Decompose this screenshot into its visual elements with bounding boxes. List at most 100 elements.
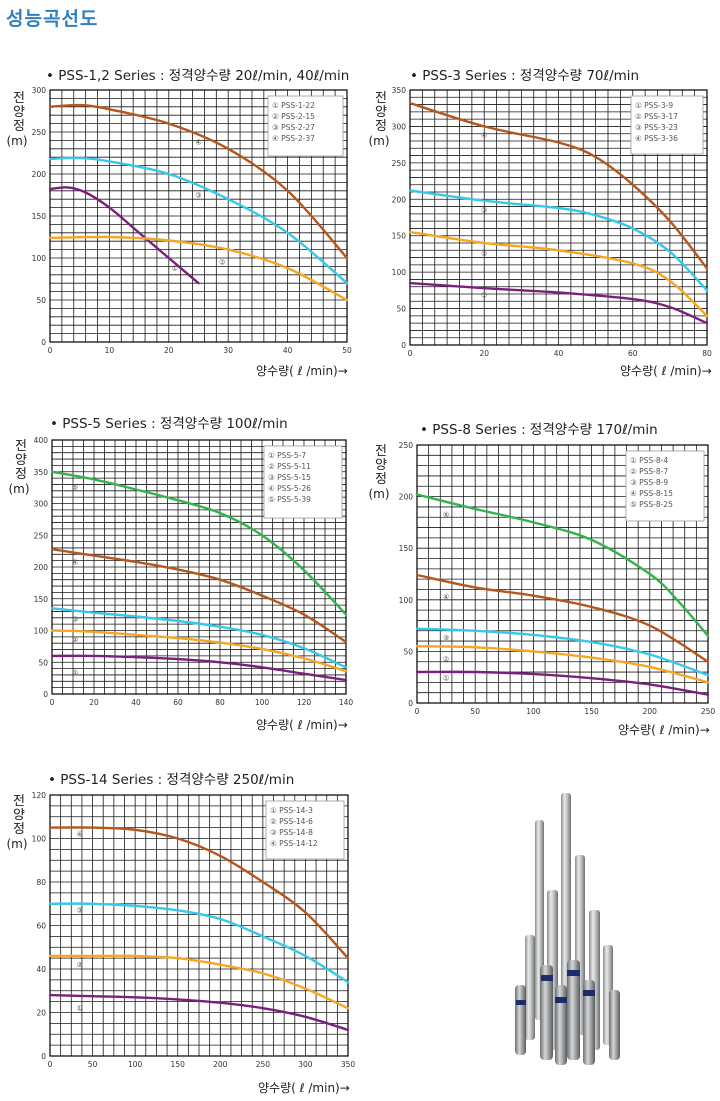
series-line (408, 281, 709, 325)
pump-photo (505, 785, 635, 1070)
legend-entry: ② PSS-2-15 (272, 112, 315, 121)
y-tick-label: 250 (34, 531, 49, 540)
x-tick-label: 100 (526, 707, 541, 716)
y-axis-unit: (m) (8, 482, 30, 496)
legend-box (265, 800, 345, 860)
chart-title: • PSS-14 Series : 정격양수량 250ℓ/min (48, 772, 295, 788)
series-label: ② (481, 250, 487, 258)
legend-entry: ⑤ PSS-5-39 (268, 495, 311, 504)
legend-entry: ④ PSS-3-36 (635, 134, 678, 143)
x-tick-label: 250 (701, 707, 716, 716)
y-axis-label-char: 전 (13, 794, 25, 809)
chart-svg: ① PSS-14-3 ② PSS-14-6 ③ PSS-14-8 ④ PSS-14-1… (32, 791, 356, 1069)
x-tick-label: 20 (164, 346, 174, 355)
y-tick-label: 100 (392, 268, 407, 277)
legend-box (267, 95, 344, 157)
series-line (50, 548, 348, 644)
y-axis-unit: (m) (368, 134, 390, 148)
x-axis-label: 양수량( ℓ /min)→ (258, 1081, 350, 1095)
legend-entry: ③ PSS-5-15 (268, 473, 311, 482)
series-line (415, 493, 710, 638)
series-line (48, 954, 350, 1010)
y-tick-label: 0 (41, 1052, 46, 1061)
series-line (50, 470, 348, 616)
x-tick-label: 0 (50, 698, 55, 707)
y-tick-label: 20 (36, 1009, 46, 1018)
y-tick-label: 250 (392, 159, 407, 168)
y-tick-label: 200 (32, 170, 47, 179)
x-tick-label: 20 (479, 349, 489, 358)
x-tick-label: 120 (297, 698, 312, 707)
series-label: ① (72, 669, 78, 677)
series-label: ⑤ (443, 511, 449, 519)
y-tick-label: 60 (36, 922, 46, 931)
x-tick-label: 300 (298, 1060, 313, 1069)
series-line (48, 993, 350, 1032)
y-tick-label: 0 (41, 338, 46, 347)
y-axis-label-char: 양 (375, 458, 387, 473)
y-tick-label: 100 (399, 596, 414, 605)
legend-entry: ① PSS-8-4 (630, 456, 668, 465)
plot-frame (409, 89, 708, 346)
series-line (408, 101, 709, 270)
pump-photo-icon (515, 793, 620, 1065)
x-tick-label: 10 (105, 346, 115, 355)
series-label: ③ (443, 634, 449, 642)
series-line (415, 670, 710, 696)
legend-entry: ② PSS-8-7 (630, 467, 668, 476)
x-tick-label: 40 (131, 698, 141, 707)
y-tick-label: 100 (32, 254, 47, 263)
y-tick-label: 100 (34, 627, 49, 636)
series-line (50, 629, 348, 673)
series-label: ① (77, 1004, 83, 1012)
chart-panel-pss-14: • PSS-14 Series : 정격양수량 250ℓ/min 전 양 정 (m) 양수… (0, 765, 360, 1095)
x-tick-label: 100 (128, 1060, 143, 1069)
y-axis-label-char: 전 (15, 439, 27, 454)
series-line (50, 654, 348, 682)
legend-entry: ② PSS-3-17 (635, 112, 678, 121)
chart-svg: ① PSS-3-9 ② PSS-3-17 ③ PSS-3-23 ④ PSS-3-36 0… (392, 86, 712, 358)
x-tick-label: 200 (213, 1060, 228, 1069)
y-tick-label: 50 (38, 658, 48, 667)
y-axis-label-char: 정 (13, 119, 25, 134)
y-tick-label: 50 (403, 647, 413, 656)
y-axis-label-char: 양 (15, 453, 27, 468)
series-line (415, 627, 710, 677)
y-tick-label: 300 (392, 122, 407, 131)
y-axis-label: 전 양 정 (m) (368, 445, 390, 502)
y-axis-label-char: 정 (375, 119, 387, 134)
series-label: ④ (443, 593, 449, 601)
x-tick-label: 50 (88, 1060, 98, 1069)
x-tick-label: 150 (171, 1060, 186, 1069)
y-axis-unit: (m) (6, 134, 28, 148)
chart-svg: ① PSS-8-4 ② PSS-8-7 ③ PSS-8-9 ④ PSS-8-15 ⑤ P… (399, 441, 716, 716)
y-axis-label-char: 정 (15, 467, 27, 482)
series-label: ② (219, 259, 225, 267)
legend-entry: ③ PSS-14-8 (270, 828, 313, 837)
legend-entry: ③ PSS-2-27 (272, 123, 315, 132)
series-line (408, 189, 709, 292)
y-tick-label: 150 (399, 544, 414, 553)
y-tick-label: 200 (392, 195, 407, 204)
y-tick-label: 120 (32, 791, 47, 800)
legend-entry: ③ PSS-3-23 (635, 123, 678, 132)
series-label: ① (443, 674, 449, 682)
x-tick-label: 100 (255, 698, 270, 707)
y-axis-label-char: 양 (13, 105, 25, 120)
series-line (408, 230, 709, 318)
y-axis-label: 전 양 정 (m) (6, 92, 28, 149)
series-label: ④ (77, 830, 83, 838)
series-line (48, 103, 349, 260)
y-tick-label: 150 (392, 232, 407, 241)
y-tick-label: 40 (36, 965, 46, 974)
legend-entry: ① PSS-5-7 (268, 451, 306, 460)
series-line (415, 645, 710, 684)
series-label: ④ (481, 131, 487, 139)
series-line (48, 235, 349, 302)
x-axis-label: 양수량( ℓ /min)→ (620, 364, 712, 378)
x-tick-label: 80 (702, 349, 712, 358)
series-label: ② (443, 656, 449, 664)
y-tick-label: 350 (392, 86, 407, 95)
series-line (48, 902, 350, 984)
chart-panel-pss-3: • PSS-3 Series : 정격양수량 70ℓ/min 전 양 정 (m) 양수량(… (362, 62, 720, 387)
